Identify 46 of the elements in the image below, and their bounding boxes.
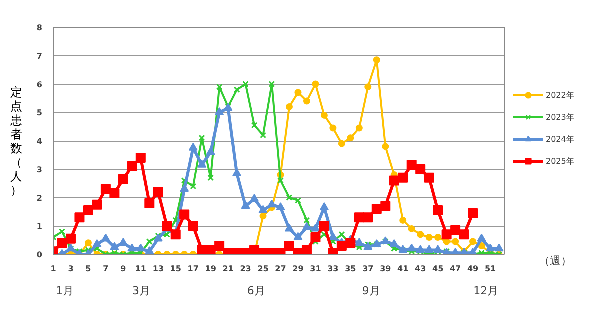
y-tick-label: 1 — [36, 222, 43, 232]
x-tick-label: 17 — [188, 264, 199, 274]
y-tick-label: 6 — [36, 80, 43, 90]
x-tick-label: 29 — [292, 264, 304, 274]
y-tick-label: 0 — [36, 250, 43, 260]
x-tick-label: 25 — [258, 264, 270, 274]
x-tick-label: 21 — [222, 264, 234, 274]
x-tick-label: 7 — [103, 264, 109, 274]
x-tick-label: 49 — [467, 264, 480, 274]
x-axis-title: （週） — [539, 254, 572, 268]
x-tick-label: 9 — [120, 264, 127, 274]
y-tick-label: 4 — [36, 137, 43, 146]
x2-tick-label: 3月 — [132, 284, 151, 298]
x-tick-label: 41 — [398, 264, 410, 274]
x-tick-label: 39 — [380, 264, 392, 274]
x-tick-label: 37 — [362, 264, 374, 274]
x-tick-label: 23 — [240, 264, 252, 274]
legend-label: 2024年 — [546, 134, 574, 146]
x2-tick-label: 9月 — [362, 284, 380, 298]
x-tick-label: 13 — [152, 264, 164, 274]
x-tick-label: 5 — [86, 264, 92, 274]
x2-tick-label: 6月 — [247, 284, 266, 298]
x-tick-label: 3 — [68, 264, 74, 274]
x-tick-label: 47 — [450, 264, 462, 274]
x-tick-label: 35 — [345, 264, 357, 274]
x-tick-label: 15 — [170, 264, 182, 274]
x-tick-label: 11 — [135, 264, 147, 274]
legend-label: 2025年 — [546, 156, 574, 168]
x-tick-label: 43 — [415, 264, 426, 274]
x-tick-label: 51 — [484, 264, 497, 274]
x-tick-label: 45 — [432, 264, 444, 274]
y-axis-title: 定点患者数（人） — [10, 86, 22, 198]
y-tick-label: 2 — [36, 194, 43, 203]
x-tick-label: 31 — [310, 264, 322, 274]
y-tick-label: 7 — [36, 52, 43, 61]
y-tick-label: 3 — [36, 165, 43, 174]
x-tick-label: 19 — [205, 264, 217, 274]
legend-label: 2023年 — [546, 112, 574, 124]
y-tick-label: 5 — [36, 108, 43, 118]
y-tick-label: 8 — [36, 24, 43, 32]
legend-label: 2022年 — [546, 90, 574, 102]
x-tick-label: 27 — [275, 264, 286, 274]
x-tick-label: 33 — [328, 264, 339, 274]
x-tick-label: 1 — [50, 264, 57, 274]
x2-tick-label: 12月 — [474, 284, 499, 298]
x2-tick-label: 1月 — [56, 284, 74, 298]
